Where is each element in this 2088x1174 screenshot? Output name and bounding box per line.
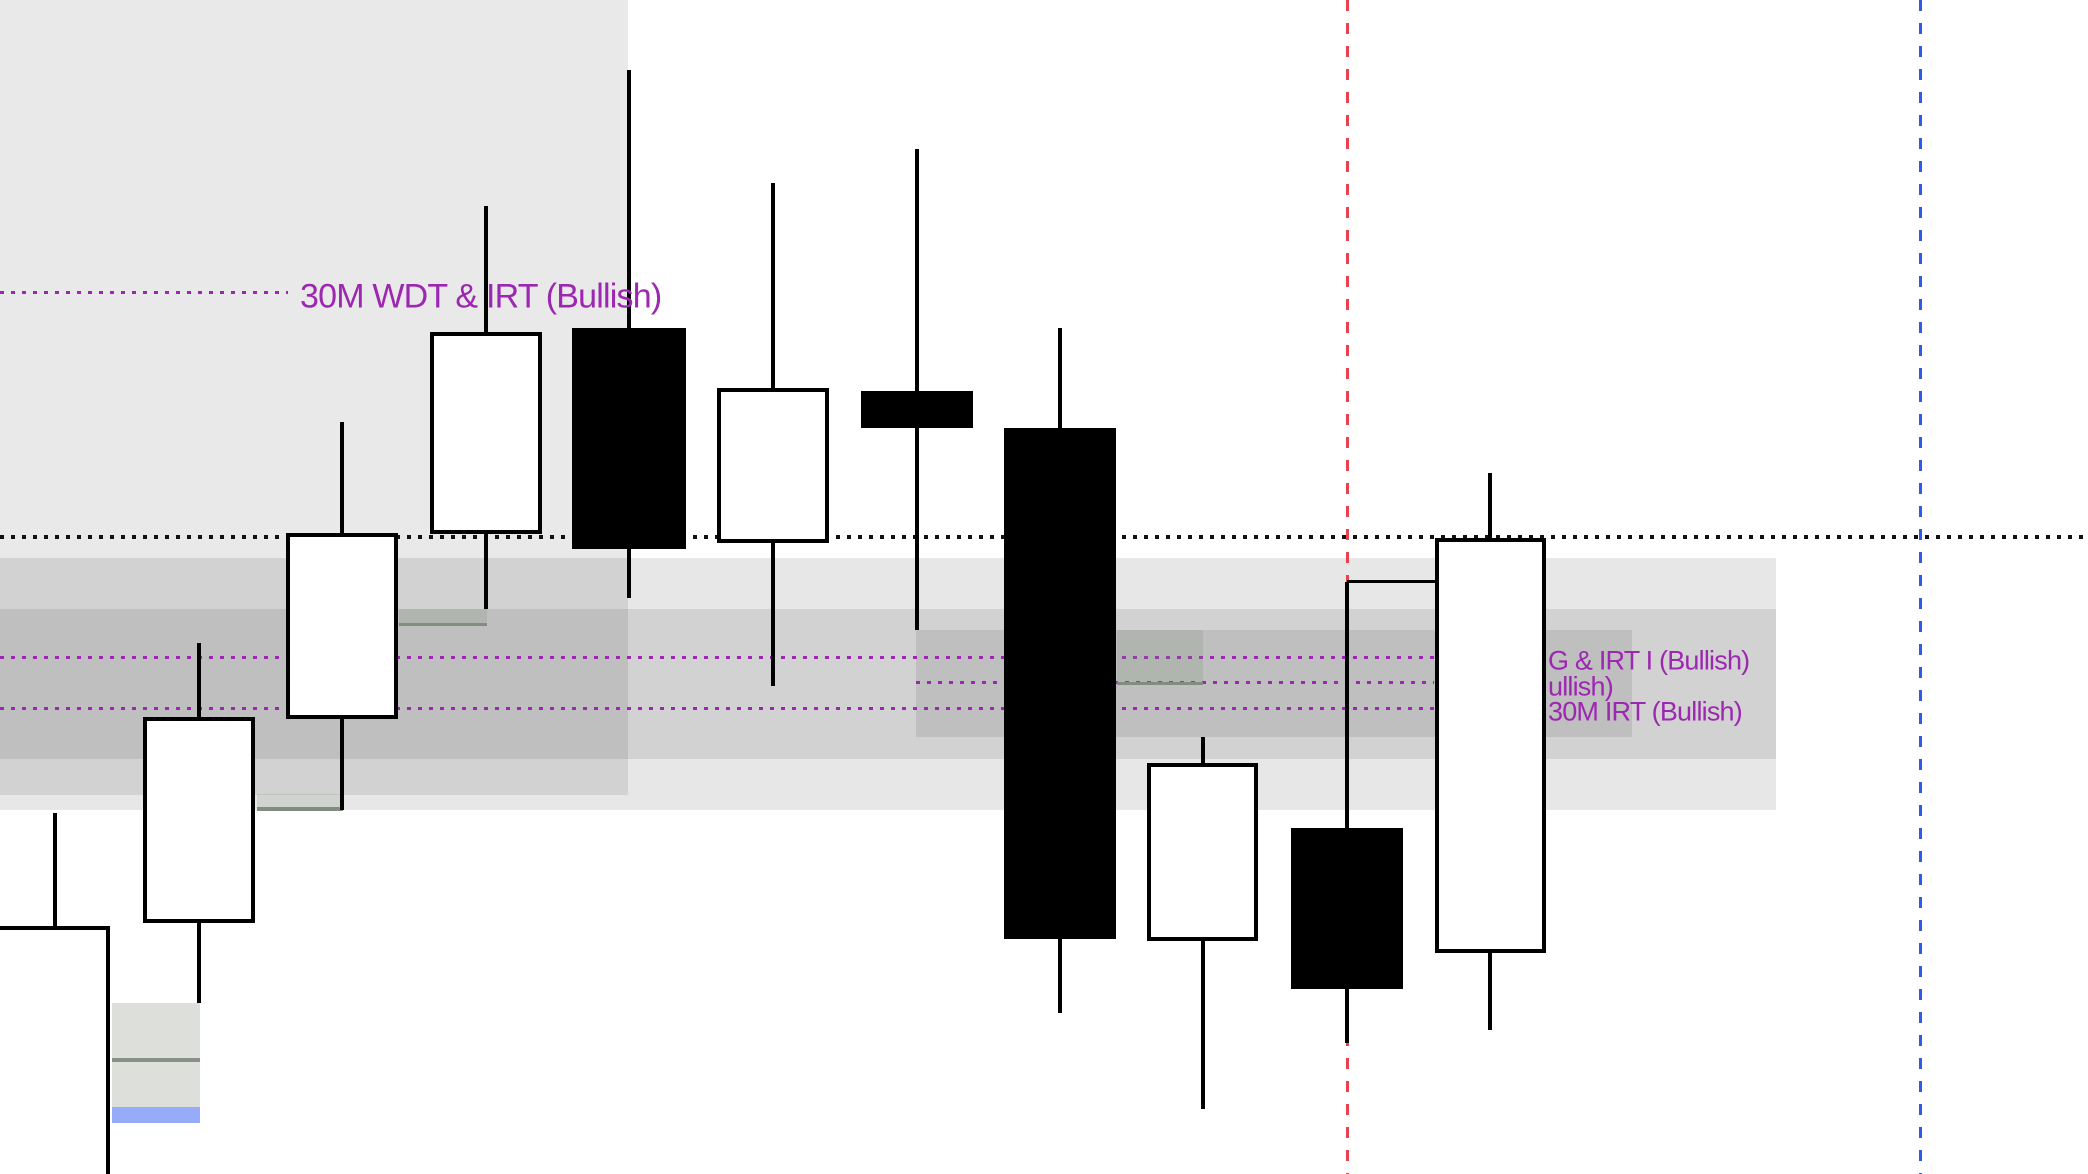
candle-6: [717, 388, 829, 543]
blue-dashed-vline[interactable]: [1919, 0, 1922, 1174]
candle-10: [1291, 828, 1403, 989]
order-block-gray-bottom[interactable]: [112, 1062, 200, 1107]
candle-8: [1004, 428, 1116, 939]
label-30m-irt[interactable]: 30M IRT (Bullish): [1548, 696, 1743, 727]
label-stg-irt[interactable]: G & IRT I (Bullish): [1548, 645, 1750, 676]
imbalance-box-3[interactable]: [1117, 630, 1203, 685]
purple-line-1[interactable]: [0, 656, 1434, 659]
candle-7: [861, 391, 973, 428]
candle-7-wick: [915, 149, 919, 630]
order-block-blue-bar[interactable]: [112, 1107, 200, 1123]
label-bullish[interactable]: ullish): [1548, 671, 1614, 702]
candle-9: [1147, 763, 1258, 941]
high-connector[interactable]: [1347, 580, 1437, 583]
imbalance-box-2[interactable]: [257, 794, 343, 811]
candle-10-wick: [1345, 582, 1349, 1043]
candle-1: [0, 926, 110, 1174]
imbalance-box-1[interactable]: [399, 609, 487, 626]
candle-5: [572, 328, 686, 549]
purple-line-0[interactable]: [0, 291, 288, 294]
purple-line-3[interactable]: [0, 707, 1434, 710]
candle-11: [1435, 538, 1546, 953]
order-block-gray-top[interactable]: [112, 1003, 200, 1058]
candle-2: [143, 717, 255, 923]
candle-4: [430, 332, 542, 534]
label-wdt-irt[interactable]: 30M WDT & IRT (Bullish): [300, 277, 662, 316]
order-block-divider: [112, 1058, 200, 1062]
candle-3: [286, 533, 398, 719]
